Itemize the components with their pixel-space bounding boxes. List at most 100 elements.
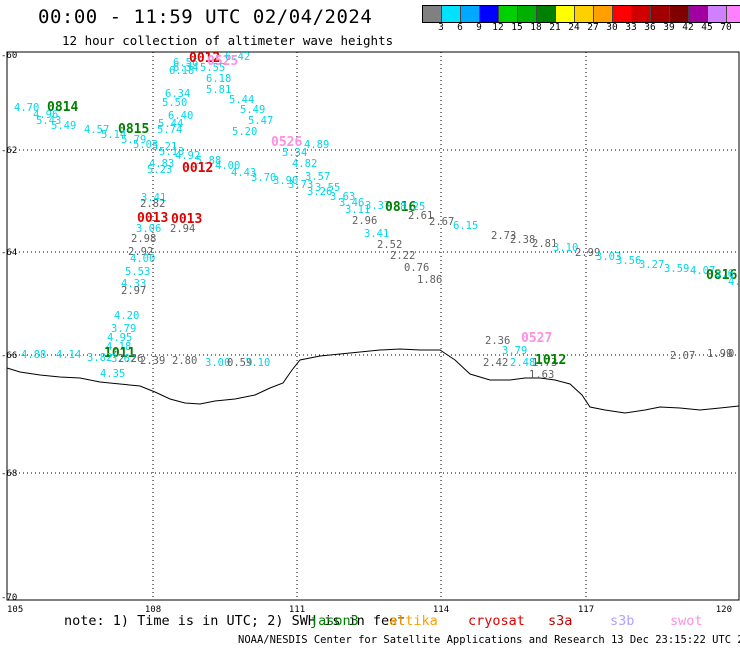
wave-height-label: 2.98 bbox=[131, 233, 156, 245]
wave-height-label: 3.46 bbox=[339, 197, 364, 209]
wave-height-label: 4.00 bbox=[130, 253, 155, 265]
wave-height-label: 4.20 bbox=[114, 310, 139, 322]
wave-height-label: 4.43 bbox=[231, 167, 256, 179]
wave-height-label: 3.00 bbox=[205, 357, 230, 369]
wave-height-label: 3.56 bbox=[616, 255, 641, 267]
longitude-tick-label: 120 bbox=[716, 605, 732, 615]
wave-height-label: 2.38 bbox=[510, 234, 535, 246]
credit-line: NOAA/NESDIS Center for Satellite Applica… bbox=[238, 634, 740, 646]
color-scale-tick: 6 bbox=[457, 22, 463, 33]
color-scale-tick: 3 bbox=[438, 22, 444, 33]
wave-height-label: 5.49 bbox=[51, 120, 76, 132]
wave-height-label: 5.03 bbox=[133, 139, 158, 151]
wave-height-label: 5.47 bbox=[248, 115, 273, 127]
pass-time-label: 0012 bbox=[182, 161, 213, 176]
wave-height-label: 2.52 bbox=[377, 239, 402, 251]
wave-height-label: 2.07 bbox=[670, 350, 695, 362]
pass-time-label: 0816 bbox=[385, 200, 416, 215]
wave-height-label: 4.07 bbox=[690, 265, 715, 277]
wave-height-label: 0.76 bbox=[404, 262, 429, 274]
wave-height-label: 5.23 bbox=[147, 164, 172, 176]
pass-time-label: 0815 bbox=[118, 122, 149, 137]
pass-time-label: 0013 bbox=[137, 211, 168, 226]
latitude-tick-label: -66 bbox=[1, 351, 17, 361]
pass-time-label: 0525 bbox=[207, 54, 238, 69]
wave-height-label: 2.26 bbox=[118, 353, 143, 365]
wave-height-label: 2.97 bbox=[121, 285, 146, 297]
wave-height-label: 0 bbox=[728, 348, 734, 360]
latitude-tick-label: -64 bbox=[1, 248, 17, 258]
wave-height-label: 3.10 bbox=[553, 242, 578, 254]
pass-time-label: 0816 bbox=[706, 268, 737, 283]
color-scale-tick: 42 bbox=[682, 22, 694, 33]
wave-height-label: 3.63 bbox=[330, 191, 355, 203]
wave-height-label: 3.03 bbox=[596, 251, 621, 263]
wave-height-label: 3.41 bbox=[141, 192, 166, 204]
mission-legend-s3a: s3a bbox=[548, 613, 573, 629]
wave-height-label: 2.48 bbox=[510, 357, 535, 369]
wave-height-label: 1.73 bbox=[532, 357, 557, 369]
page-title: 00:00 - 11:59 UTC 02/04/2024 bbox=[38, 6, 373, 28]
map-frame bbox=[6, 51, 740, 601]
wave-height-label: 5.21 bbox=[152, 141, 177, 153]
color-swatch-1 bbox=[442, 6, 461, 22]
color-scale-tick: 27 bbox=[587, 22, 599, 33]
color-swatch-14 bbox=[689, 6, 708, 22]
color-scale-tick: 33 bbox=[625, 22, 637, 33]
pass-time-label: 0527 bbox=[521, 331, 552, 346]
wave-height-label: 2.82 bbox=[140, 198, 165, 210]
wave-height-label: 4.96 bbox=[33, 109, 58, 121]
coastline bbox=[6, 348, 740, 414]
color-scale-tick: 70 bbox=[720, 22, 732, 33]
page-subtitle: 12 hour collection of altimeter wave hei… bbox=[62, 33, 394, 48]
wave-height-label: 2.22 bbox=[390, 250, 415, 262]
wave-height-label: 5.55 bbox=[200, 62, 225, 74]
wave-height-label: 5.44 bbox=[229, 94, 254, 106]
color-scale-tick: 30 bbox=[606, 22, 618, 33]
wave-height-label: 5.20 bbox=[232, 126, 257, 138]
wave-height-label: 2.42 bbox=[483, 357, 508, 369]
color-swatch-7 bbox=[556, 6, 575, 22]
wave-height-label: 6.34 bbox=[165, 88, 190, 100]
wave-height-label: 2.36 bbox=[485, 335, 510, 347]
color-scale-tick: 24 bbox=[568, 22, 580, 33]
color-scale-tick: 9 bbox=[476, 22, 482, 33]
wave-height-label: 4.92 bbox=[175, 150, 200, 162]
longitude-tick-label: 111 bbox=[289, 605, 305, 615]
wave-height-label: 1.63 bbox=[529, 369, 554, 381]
latitude-tick-label: -62 bbox=[1, 146, 17, 156]
wave-height-label: 2.61 bbox=[408, 210, 433, 222]
wave-height-label: 4.89 bbox=[304, 139, 329, 151]
color-scale-tick: 39 bbox=[663, 22, 675, 33]
color-swatch-15 bbox=[708, 6, 727, 22]
pass-time-label: 0526 bbox=[271, 135, 302, 150]
wave-height-label: 5.81 bbox=[206, 84, 231, 96]
wave-height-label: 2.67 bbox=[429, 216, 454, 228]
wave-height-label: 6.18 bbox=[206, 73, 231, 85]
wave-height-label: 3.11 bbox=[345, 204, 370, 216]
wave-height-label: 3.59 bbox=[664, 263, 689, 275]
mission-legend-s3b: s3b bbox=[610, 613, 635, 629]
color-scale-tick: 15 bbox=[511, 22, 523, 33]
mission-legend-altika: altika bbox=[389, 613, 438, 629]
wave-height-label: 3.41 bbox=[364, 228, 389, 240]
color-scale-bar bbox=[422, 5, 740, 23]
wave-height-label: 4.82 bbox=[292, 158, 317, 170]
color-swatch-11 bbox=[632, 6, 651, 22]
color-swatch-8 bbox=[575, 6, 594, 22]
wave-height-label: 4.14 bbox=[56, 349, 81, 361]
wave-height-label: 2.81 bbox=[532, 238, 557, 250]
color-swatch-2 bbox=[461, 6, 480, 22]
wave-height-label: 6.15 bbox=[453, 220, 478, 232]
wave-height-label: 4.33 bbox=[121, 278, 146, 290]
wave-height-label: 4.83 bbox=[149, 158, 174, 170]
wave-height-label: 3.70 bbox=[251, 172, 276, 184]
wave-height-label: 3.73 bbox=[288, 179, 313, 191]
wave-height-label: 4.95 bbox=[107, 332, 132, 344]
wave-height-label: 5.50 bbox=[162, 97, 187, 109]
wave-height-label: 3.6 bbox=[715, 268, 734, 280]
color-swatch-5 bbox=[518, 6, 537, 22]
wave-height-label: 2.73 bbox=[491, 230, 516, 242]
wave-height-label: 6.42 bbox=[225, 51, 250, 63]
